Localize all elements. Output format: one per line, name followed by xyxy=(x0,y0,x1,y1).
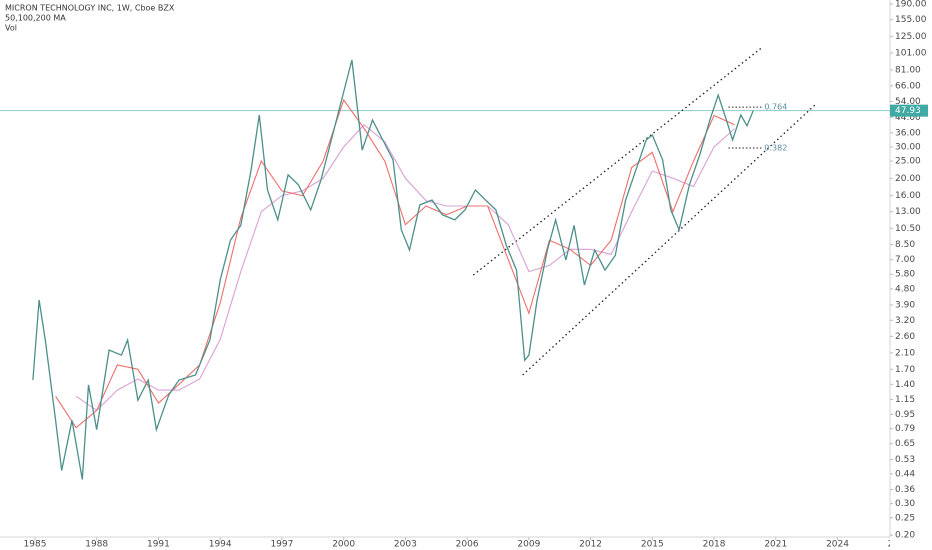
y-tick-label: 16.00 xyxy=(895,191,921,201)
y-tick-label: 101.00 xyxy=(895,48,927,58)
y-tick-label: 20.00 xyxy=(895,174,921,184)
x-tick-label: 2015 xyxy=(641,540,664,550)
y-tick-label: 54.00 xyxy=(895,97,921,107)
x-tick-label: 2006 xyxy=(456,540,479,550)
y-tick-label: 0.25 xyxy=(895,513,915,523)
y-tick-label: 0.30 xyxy=(895,499,915,509)
x-tick-label: 2009 xyxy=(517,540,540,550)
moving-average xyxy=(55,98,735,429)
last-price-box xyxy=(890,104,928,117)
x-tick-label: 1988 xyxy=(85,540,108,550)
y-tick-label: 1.70 xyxy=(895,365,915,375)
y-tick-label: 1.40 xyxy=(895,380,915,390)
chart-title: MICRON TECHNOLOGY INC, 1W, Cboe BZX xyxy=(5,4,175,13)
x-tick-label: 1994 xyxy=(209,540,232,550)
y-tick-label: 0.65 xyxy=(895,439,915,449)
y-tick-label: 7.00 xyxy=(895,255,915,265)
y-tick-label: 0.36 xyxy=(895,485,915,495)
y-tick-label: 81.00 xyxy=(895,66,921,76)
y-tick-label: 5.80 xyxy=(895,270,915,280)
annotation-label: 0.764 xyxy=(764,103,787,112)
x-tick-label: 1991 xyxy=(147,540,170,550)
y-tick-label: 4.80 xyxy=(895,284,915,294)
x-tick-label: 1997 xyxy=(270,540,293,550)
last-price-label: 47.93 xyxy=(895,106,921,116)
y-tick-label: 3.90 xyxy=(895,300,915,310)
y-tick-label: 1.15 xyxy=(895,395,915,405)
x-tick-label: 2018 xyxy=(703,540,726,550)
price-axis: 190.00155.00125.00101.0081.0066.0054.004… xyxy=(890,0,928,541)
price-line xyxy=(32,59,754,480)
x-tick-label: 2003 xyxy=(394,540,417,550)
y-tick-label: 190.00 xyxy=(895,0,927,9)
y-tick-label: 0.79 xyxy=(895,424,915,434)
x-tick-label: 2024 xyxy=(826,540,849,550)
volume-legend: Vol xyxy=(5,24,17,33)
y-tick-label: 0.95 xyxy=(895,410,915,420)
y-tick-label: 25.00 xyxy=(895,157,921,167)
x-tick-label: 2000 xyxy=(332,540,355,550)
y-tick-label: 0.53 xyxy=(895,455,915,465)
y-tick-label: 155.00 xyxy=(895,15,927,25)
y-tick-label: 0.44 xyxy=(895,469,915,479)
y-tick-label: 10.50 xyxy=(895,224,921,234)
price-axis-panel xyxy=(890,0,932,550)
plot-area: 1985 1988 1991 1994 1997 2000 2003 2006 2009 2012… xyxy=(0,47,911,550)
y-tick-label: 125.00 xyxy=(895,32,927,42)
annotation-label: 0.382 xyxy=(764,143,787,152)
x-tick-label: 2021 xyxy=(764,540,787,550)
x-tick-label: 1985 xyxy=(24,540,47,550)
y-tick-label: 0.20 xyxy=(895,531,915,541)
moving-average xyxy=(75,123,735,412)
y-tick-label: 2.10 xyxy=(895,348,915,358)
y-tick-label: 3.20 xyxy=(895,316,915,326)
y-tick-label: 44.00 xyxy=(895,113,921,123)
ma-legend: 50,100,200 MA xyxy=(5,14,66,23)
y-tick-label: 2.60 xyxy=(895,332,915,342)
y-tick-label: 13.00 xyxy=(895,207,921,217)
x-tick-label: 2012 xyxy=(579,540,602,550)
y-tick-label: 66.00 xyxy=(895,81,921,91)
y-tick-label: 8.50 xyxy=(895,240,915,250)
y-tick-label: 30.00 xyxy=(895,142,921,152)
trend-line xyxy=(522,104,816,376)
y-tick-label: 36.00 xyxy=(895,128,921,138)
